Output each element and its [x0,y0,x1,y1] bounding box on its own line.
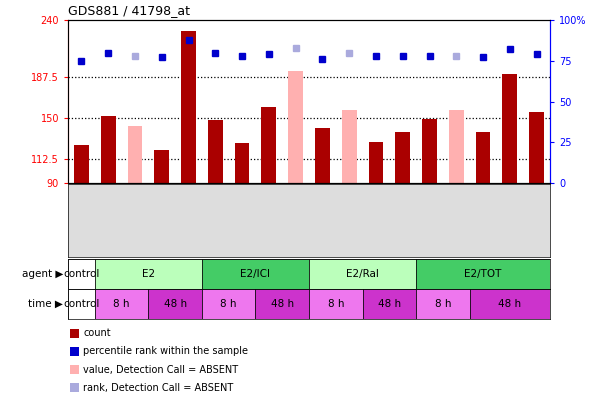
Bar [148,289,202,319]
Bar [255,289,309,319]
Text: 48 h: 48 h [271,299,294,309]
Text: 8 h: 8 h [434,299,451,309]
Bar [315,128,330,183]
Bar [202,259,309,289]
Text: 48 h: 48 h [164,299,187,309]
Bar [470,289,550,319]
Bar [208,120,222,183]
Text: 48 h: 48 h [378,299,401,309]
Bar [68,289,95,319]
Bar [502,75,517,183]
Bar [309,259,416,289]
Bar [416,259,550,289]
Text: 8 h: 8 h [221,299,237,309]
Bar [395,132,410,183]
Bar [449,110,464,183]
Text: 48 h: 48 h [499,299,521,309]
Text: time ▶: time ▶ [28,299,63,309]
Text: 8 h: 8 h [113,299,130,309]
Text: E2: E2 [142,269,155,279]
Bar [95,259,202,289]
Bar [155,150,169,183]
Text: agent ▶: agent ▶ [21,269,63,279]
Text: E2/Ral: E2/Ral [346,269,379,279]
Bar [362,289,416,319]
Text: E2/ICI: E2/ICI [241,269,271,279]
Bar [95,289,148,319]
Text: percentile rank within the sample: percentile rank within the sample [83,347,248,356]
Bar [309,289,362,319]
Bar [368,142,383,183]
Text: E2/TOT: E2/TOT [464,269,502,279]
Bar [128,126,142,183]
Text: count: count [83,328,111,339]
Bar [342,110,357,183]
Text: rank, Detection Call = ABSENT: rank, Detection Call = ABSENT [83,382,233,392]
Bar [476,132,491,183]
Bar [262,107,276,183]
Text: 8 h: 8 h [327,299,344,309]
Bar [422,119,437,183]
Bar [202,289,255,319]
Text: control: control [63,269,100,279]
Text: control: control [63,299,100,309]
Bar [101,115,115,183]
Bar [74,145,89,183]
Bar [416,289,470,319]
Bar [181,31,196,183]
Text: GDS881 / 41798_at: GDS881 / 41798_at [68,4,190,17]
Bar [288,71,303,183]
Text: value, Detection Call = ABSENT: value, Detection Call = ABSENT [83,364,238,375]
Bar [529,112,544,183]
Bar [235,143,249,183]
Bar [68,259,95,289]
